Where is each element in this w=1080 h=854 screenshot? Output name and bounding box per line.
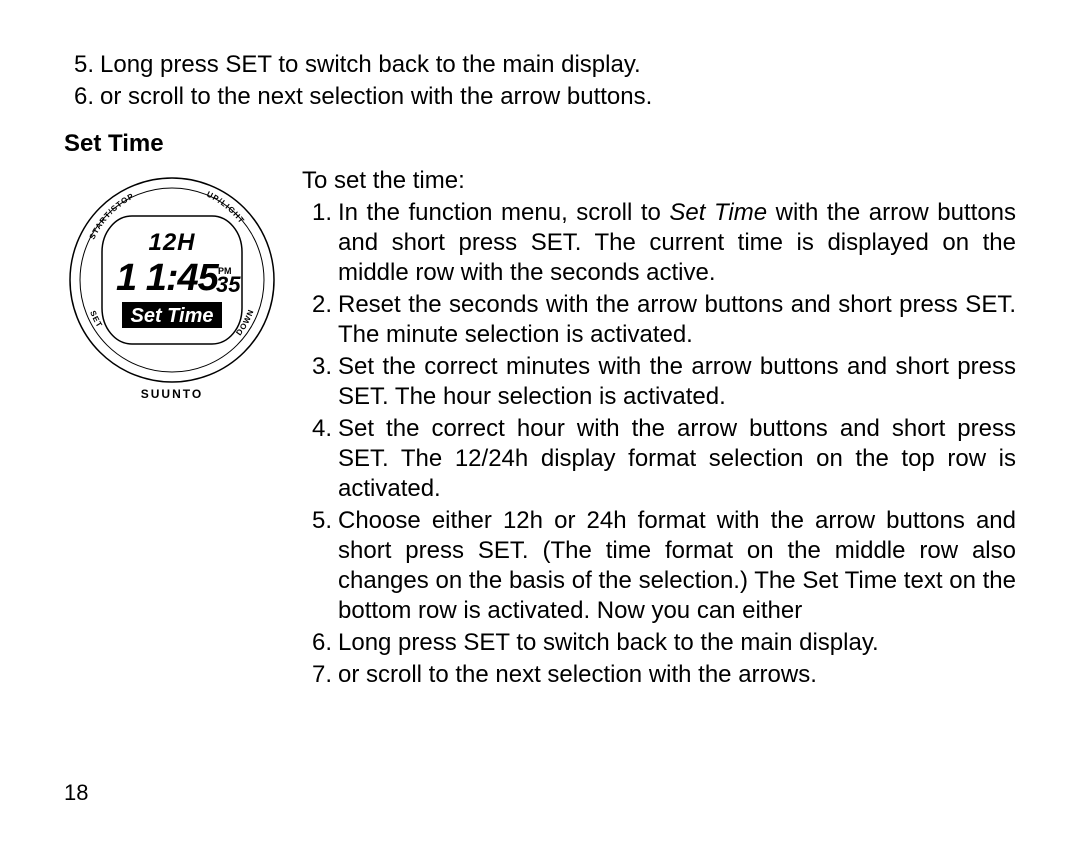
- watch-brand: SUUNTO: [141, 387, 203, 401]
- list-item: 6. Long press SET to switch back to the …: [302, 628, 1016, 658]
- list-item: 6. or scroll to the next selection with …: [64, 82, 1016, 112]
- steps-list: 1. In the function menu, scroll to Set T…: [302, 198, 1016, 690]
- item-text: Choose either 12h or 24h format with the…: [338, 506, 1016, 626]
- watch-mode: Set Time: [131, 305, 214, 327]
- item-number: 4.: [302, 414, 332, 504]
- watch-illustration: 12H 1 1:45 PM 35 Set Time: [64, 166, 302, 404]
- list-item: 4. Set the correct hour with the arrow b…: [302, 414, 1016, 504]
- list-item: 7. or scroll to the next selection with …: [302, 660, 1016, 690]
- intro-text: To set the time:: [302, 166, 1016, 196]
- prior-steps-list: 5. Long press SET to switch back to the …: [64, 50, 1016, 112]
- item-text: Long press SET to switch back to the mai…: [338, 628, 1016, 658]
- watch-time: 1 1:45: [116, 257, 220, 299]
- item-number: 5.: [64, 50, 94, 80]
- item-number: 2.: [302, 290, 332, 350]
- list-item: 1. In the function menu, scroll to Set T…: [302, 198, 1016, 288]
- section-heading: Set Time: [64, 130, 1016, 158]
- item-number: 6.: [64, 82, 94, 112]
- item-text: or scroll to the next selection with the…: [338, 660, 1016, 690]
- watch-seconds: 35: [216, 272, 241, 297]
- item-number: 3.: [302, 352, 332, 412]
- list-item: 2. Reset the seconds with the arrow butt…: [302, 290, 1016, 350]
- item-text: or scroll to the next selection with the…: [100, 82, 652, 112]
- item-text: Set the correct minutes with the arrow b…: [338, 352, 1016, 412]
- watch-format: 12H: [148, 229, 195, 256]
- watch-svg: 12H 1 1:45 PM 35 Set Time: [60, 172, 284, 404]
- list-item: 5. Choose either 12h or 24h format with …: [302, 506, 1016, 626]
- item-number: 6.: [302, 628, 332, 658]
- page-number: 18: [64, 780, 88, 806]
- item-text: In the function menu, scroll to Set Time…: [338, 198, 1016, 288]
- item-text: Reset the seconds with the arrow buttons…: [338, 290, 1016, 350]
- list-item: 5. Long press SET to switch back to the …: [64, 50, 1016, 80]
- item-number: 5.: [302, 506, 332, 626]
- item-number: 7.: [302, 660, 332, 690]
- list-item: 3. Set the correct minutes with the arro…: [302, 352, 1016, 412]
- item-number: 1.: [302, 198, 332, 288]
- item-text: Long press SET to switch back to the mai…: [100, 50, 641, 80]
- item-text: Set the correct hour with the arrow butt…: [338, 414, 1016, 504]
